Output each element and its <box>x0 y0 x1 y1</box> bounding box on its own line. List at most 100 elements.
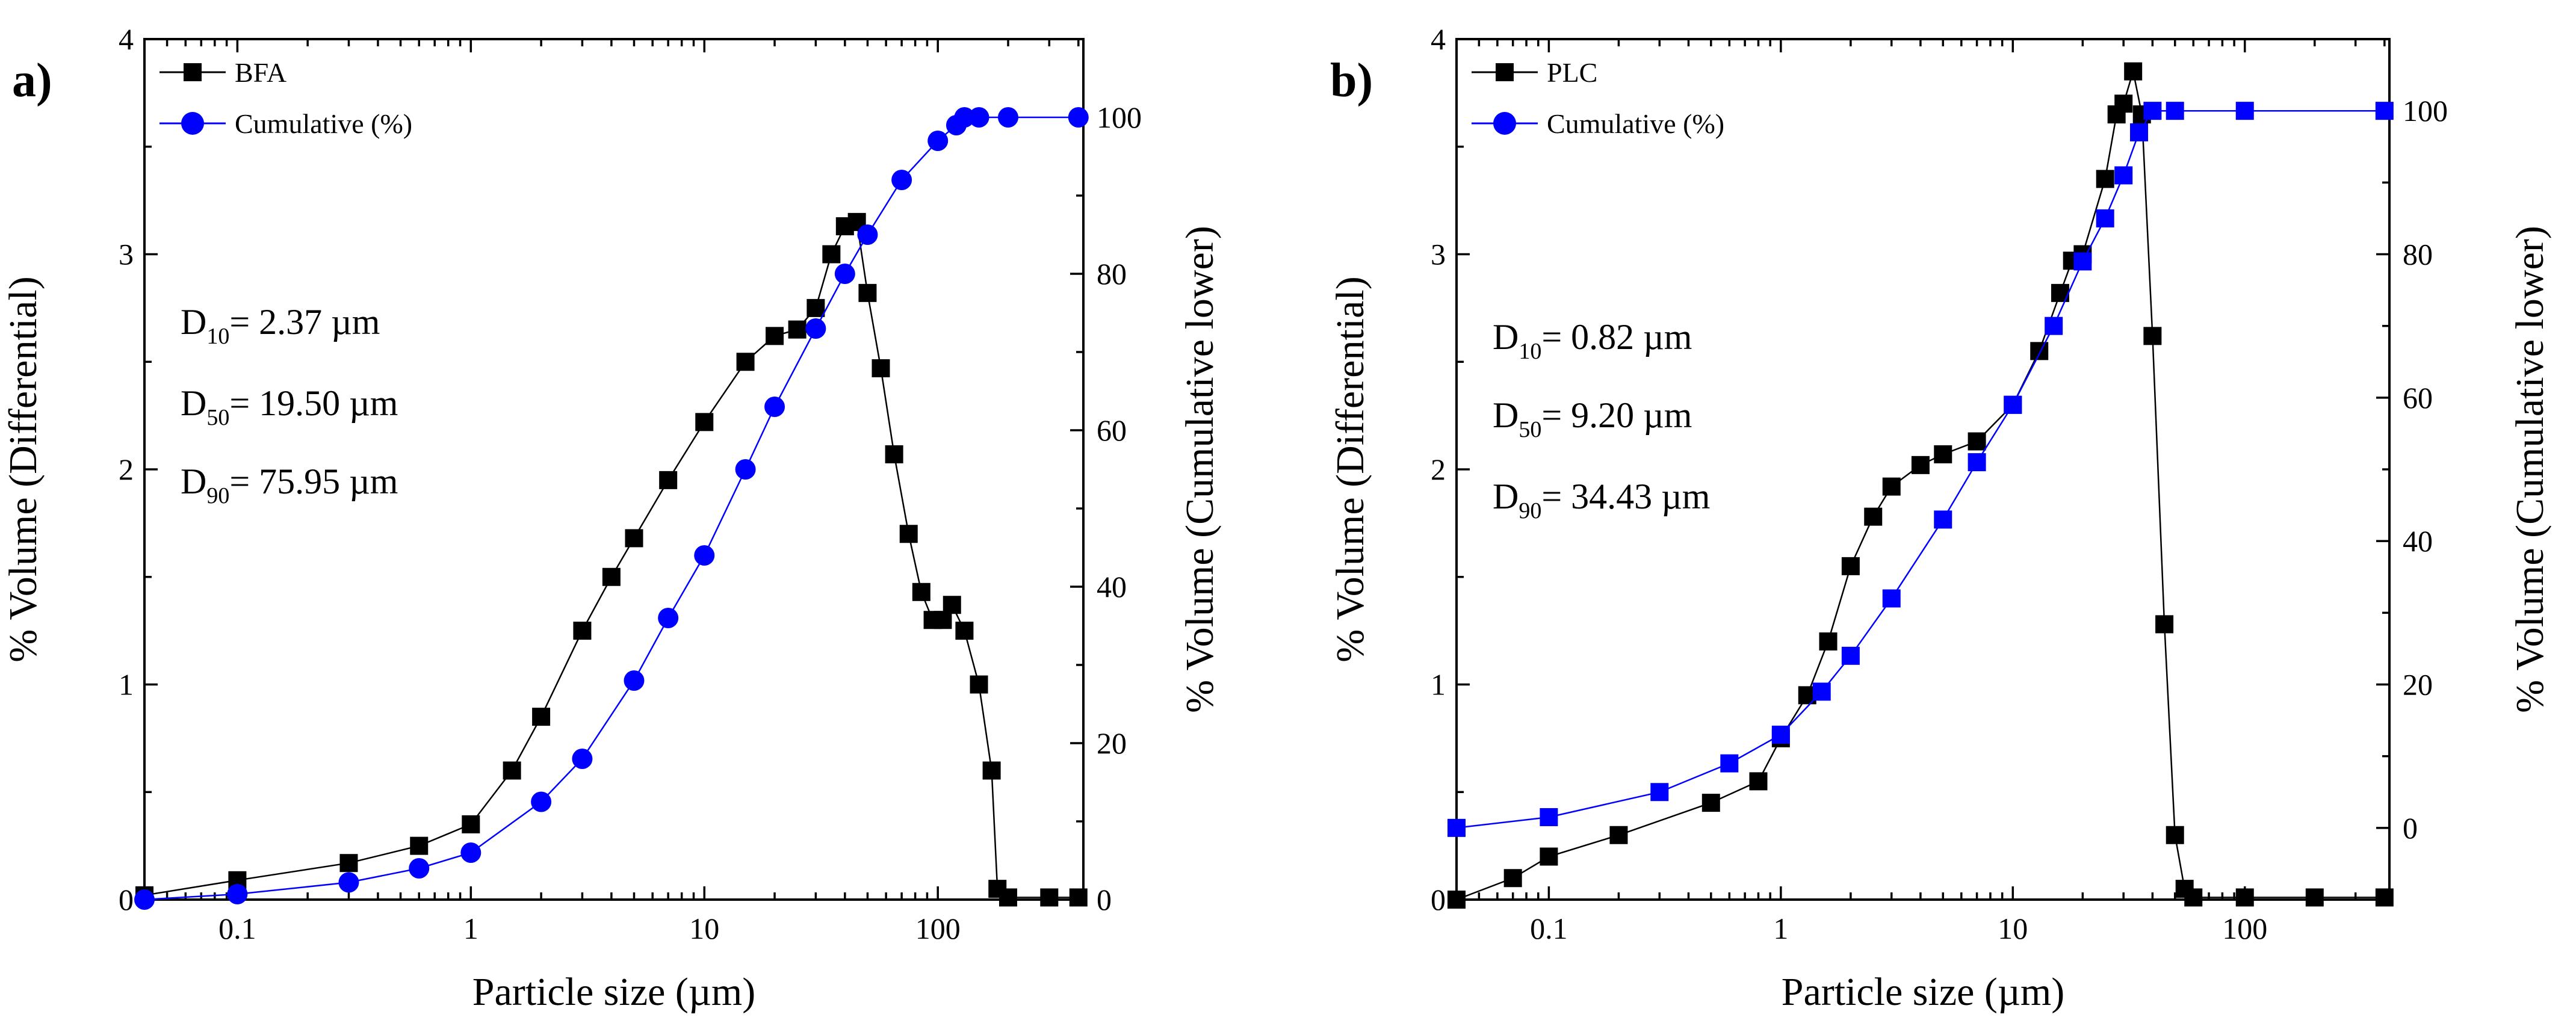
cumulative-point <box>1968 453 1986 472</box>
annotation-value: = 19.50 µm <box>229 383 398 423</box>
differential-point <box>462 815 480 833</box>
y-left-axis-label: % Volume (Differential) <box>1 276 45 663</box>
annotation-symbol: D <box>1493 477 1519 516</box>
y-left-axis-label: % Volume (Differential) <box>1328 276 1372 663</box>
d-value-annotation: D50= 9.20 µm <box>1493 395 1692 442</box>
x-tick-label: 100 <box>915 912 961 945</box>
differential-point <box>943 596 961 614</box>
annotation-subscript: 90 <box>206 483 229 508</box>
cumulative-point <box>1540 808 1558 826</box>
x-axis-label: Particle size (µm) <box>472 970 756 1014</box>
cumulative-point <box>1934 510 1952 529</box>
differential-point <box>2166 826 2184 844</box>
cumulative-point <box>1650 783 1669 802</box>
differential-series-line <box>144 221 1079 898</box>
cumulative-point <box>572 749 593 769</box>
differential-point <box>899 525 918 543</box>
annotation-value: = 75.95 µm <box>229 462 398 501</box>
cumulative-point <box>1771 725 1790 744</box>
cumulative-point <box>2114 166 2133 185</box>
differential-point <box>1540 847 1558 866</box>
differential-point <box>2096 170 2114 188</box>
cumulative-point <box>891 170 912 190</box>
cumulative-point <box>735 459 756 480</box>
differential-point <box>532 708 551 726</box>
differential-point <box>2051 283 2069 302</box>
cumulative-point <box>2375 102 2394 120</box>
differential-point <box>1447 891 1466 909</box>
differential-point <box>2375 888 2394 907</box>
annotation-symbol: D <box>181 302 206 342</box>
legend-marker-cumulative <box>181 112 204 135</box>
cumulative-point <box>2073 252 2092 271</box>
differential-point <box>1841 557 1860 575</box>
cumulative-point <box>927 131 949 151</box>
differential-point <box>955 622 974 640</box>
cumulative-point <box>764 397 785 417</box>
annotation-symbol: D <box>181 462 206 501</box>
annotation-subscript: 50 <box>206 405 229 430</box>
differential-point <box>695 413 714 431</box>
x-tick-label: 1 <box>1773 912 1788 945</box>
panel-label: a) <box>12 54 52 107</box>
y-right-tick-label: 80 <box>1097 257 1127 291</box>
annotation-subscript: 90 <box>1519 498 1541 524</box>
d-value-annotation: D10= 0.82 µm <box>1493 317 1692 364</box>
differential-point <box>1819 632 1838 650</box>
legend-label-cumulative: Cumulative (%) <box>235 108 412 139</box>
cumulative-point <box>968 107 989 128</box>
x-tick-label: 0.1 <box>218 912 256 945</box>
differential-point <box>912 582 930 601</box>
cumulative-point <box>857 224 878 245</box>
y-right-tick-label: 80 <box>2403 238 2433 271</box>
y-right-tick-label: 40 <box>2403 524 2433 558</box>
cumulative-point <box>834 264 855 284</box>
differential-point <box>858 283 877 302</box>
d-value-annotation: D90= 34.43 µm <box>1493 477 1710 524</box>
differential-point <box>872 359 890 377</box>
legend-label-cumulative: Cumulative (%) <box>1547 108 1724 139</box>
y-left-tick-label: 0 <box>119 883 134 916</box>
differential-point <box>1882 477 1901 496</box>
annotation-symbol: D <box>181 383 206 423</box>
annotation-value: = 9.20 µm <box>1541 395 1692 435</box>
legend-label-differential: PLC <box>1547 57 1597 88</box>
cumulative-point <box>2235 102 2254 120</box>
annotation-symbol: D <box>1493 317 1519 357</box>
y-left-tick-label: 2 <box>119 453 134 486</box>
cumulative-point <box>2166 102 2184 120</box>
differential-point <box>602 567 621 586</box>
cumulative-point <box>2045 317 2063 335</box>
differential-point <box>659 471 678 489</box>
differential-point <box>1069 888 1088 907</box>
differential-point <box>2143 327 2162 345</box>
differential-point <box>2184 888 2203 907</box>
differential-point <box>1701 794 1720 812</box>
differential-point <box>1934 445 1952 463</box>
differential-point <box>1968 432 1986 451</box>
differential-point <box>2114 94 2133 113</box>
annotation-subscript: 50 <box>1519 417 1541 442</box>
d-value-annotation: D90= 75.95 µm <box>181 462 398 508</box>
cumulative-series-line <box>144 116 1079 901</box>
annotation-subscript: 10 <box>1519 339 1541 364</box>
cumulative-point <box>1447 818 1466 837</box>
y-left-tick-label: 3 <box>119 238 134 271</box>
y-left-tick-label: 0 <box>1431 883 1446 916</box>
legend-label-differential: BFA <box>235 57 286 88</box>
annotation-value: = 2.37 µm <box>229 302 380 342</box>
differential-point <box>788 320 807 339</box>
annotation-symbol: D <box>1493 395 1519 435</box>
y-left-tick-label: 1 <box>1431 668 1446 702</box>
y-right-axis-label: % Volume (Cumulative lower) <box>2508 226 2552 713</box>
differential-point <box>1609 826 1628 844</box>
differential-point <box>2155 615 2174 634</box>
legend: PLC Cumulative (%) <box>1472 57 1724 139</box>
legend: BFA Cumulative (%) <box>159 57 412 139</box>
y-right-tick-label: 100 <box>2403 94 2448 128</box>
y-right-tick-label: 60 <box>2403 381 2433 415</box>
cumulative-point <box>134 889 155 910</box>
cumulative-point <box>805 318 826 339</box>
